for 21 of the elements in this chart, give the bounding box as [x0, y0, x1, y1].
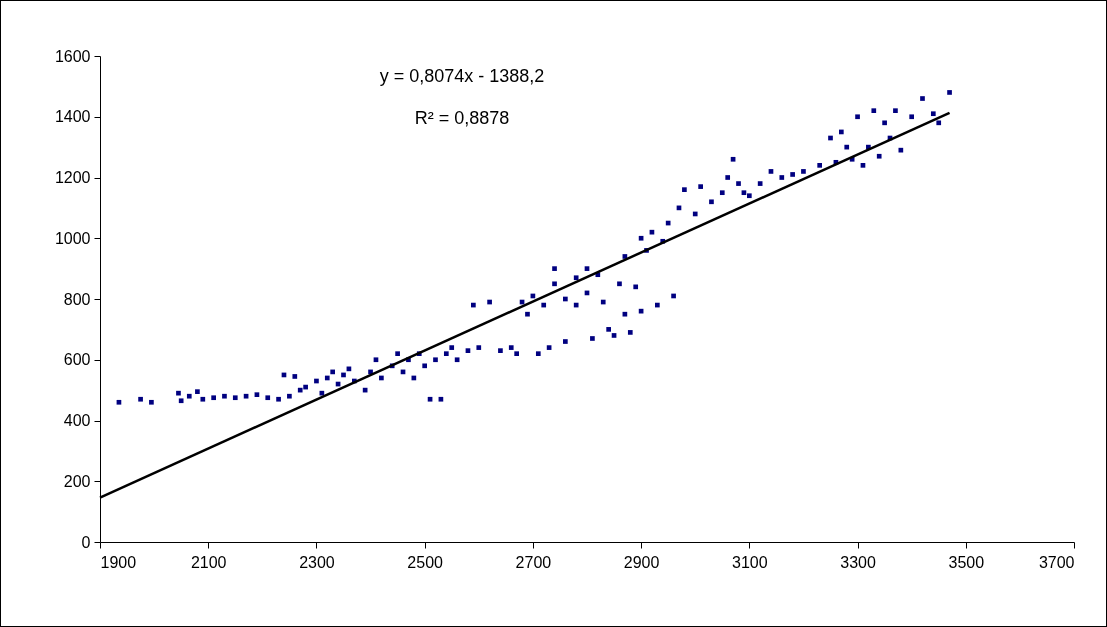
x-tick-label: 2500	[407, 553, 444, 571]
y-tick-label: 200	[63, 472, 91, 490]
y-tick-label: 1400	[54, 108, 91, 126]
annotation: y = 0,8074x - 1388,2	[379, 66, 545, 86]
y-tick-label: 1000	[54, 229, 91, 247]
annotation: R² = 0,8878	[414, 108, 510, 128]
x-tick-label: 3700	[1038, 553, 1075, 571]
x-tick-label: 2700	[515, 553, 552, 571]
x-tick-label: 3500	[948, 553, 985, 571]
y-tick-label: 1200	[54, 169, 91, 186]
x-tick-label: 2300	[299, 553, 335, 571]
y-tick-label: 600	[63, 351, 91, 369]
x-tick-label: 2100	[190, 553, 227, 571]
x-tick-label: 3300	[840, 553, 876, 571]
x-tick-label: 2900	[623, 553, 660, 571]
x-tick-label: 3100	[732, 553, 768, 571]
x-tick-label: 1900	[100, 553, 137, 571]
y-tick-label: 800	[63, 290, 91, 308]
y-tick-label: 0	[81, 533, 91, 551]
y-tick-label: 1600	[54, 47, 91, 65]
y-tick-label: 400	[63, 412, 91, 429]
